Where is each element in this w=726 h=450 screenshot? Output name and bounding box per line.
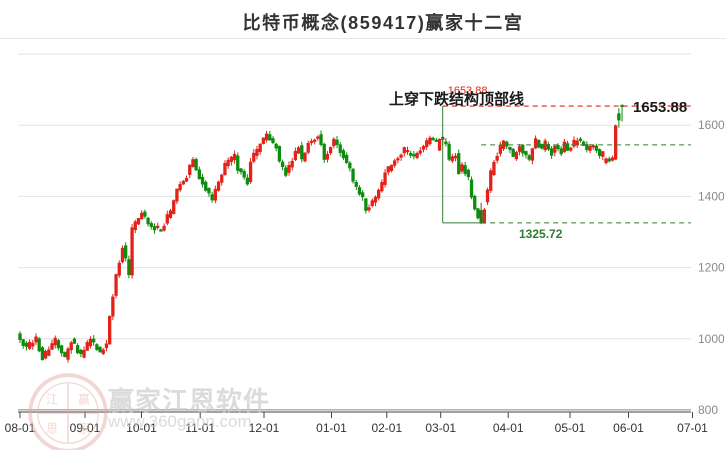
svg-text:04-01: 04-01: [493, 421, 524, 435]
svg-text:06-01: 06-01: [613, 421, 644, 435]
svg-text:1600: 1600: [698, 118, 725, 132]
svg-text:07-01: 07-01: [677, 421, 708, 435]
svg-text:1000: 1000: [698, 332, 725, 346]
svg-text:1200: 1200: [698, 261, 725, 275]
svg-text:上穿下跌结构顶部线: 上穿下跌结构顶部线: [389, 90, 524, 108]
svg-text:恩: 恩: [46, 422, 58, 435]
svg-text:1325.72: 1325.72: [519, 227, 563, 241]
svg-text:02-01: 02-01: [371, 421, 402, 435]
svg-text:家: 家: [78, 421, 90, 435]
svg-text:03-01: 03-01: [425, 421, 456, 435]
svg-text:01-01: 01-01: [316, 421, 347, 435]
svg-text:12-01: 12-01: [249, 421, 280, 435]
svg-text:1400: 1400: [698, 189, 725, 203]
svg-text:1653.88: 1653.88: [633, 99, 687, 116]
svg-text:赢: 赢: [78, 393, 90, 407]
svg-text:江: 江: [46, 394, 58, 407]
svg-text:800: 800: [698, 403, 718, 417]
svg-text:05-01: 05-01: [555, 421, 586, 435]
